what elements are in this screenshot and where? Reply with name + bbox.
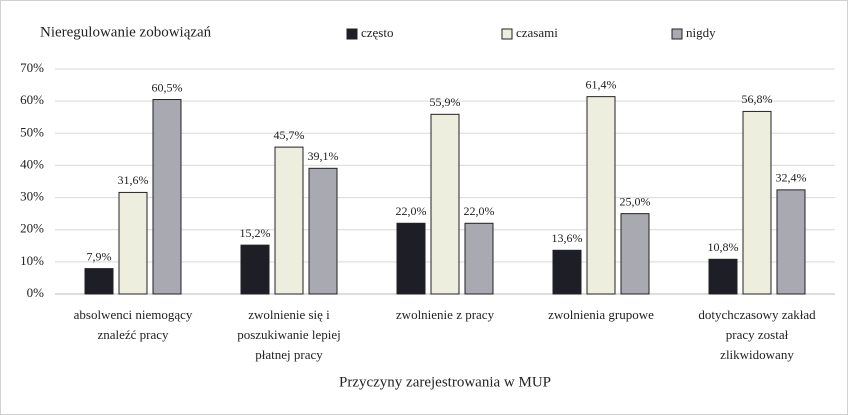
legend-label: często <box>361 25 393 40</box>
x-axis-title: Przyczyny zarejestrowania w MUP <box>339 374 551 390</box>
x-tick-label-line: dotychczasowy zakład <box>698 307 816 322</box>
x-tick-label-line: zwolnienia grupowe <box>548 307 654 322</box>
bar <box>396 222 426 295</box>
data-label: 22,0% <box>464 204 495 218</box>
x-tick-label-line: płatnej pracy <box>255 347 323 362</box>
bar <box>430 113 460 295</box>
bar <box>776 189 806 295</box>
data-label: 13,6% <box>552 231 583 245</box>
legend-label: czasami <box>516 25 558 40</box>
data-label: 45,7% <box>274 128 305 142</box>
data-label: 60,5% <box>152 80 183 94</box>
legend-label: nigdy <box>686 25 716 40</box>
x-tick-label: zwolnienie z pracy <box>396 307 495 322</box>
x-tick-label-line: zwolnienie z pracy <box>396 307 495 322</box>
y-tick-label: 20% <box>20 221 44 236</box>
data-label: 7,9% <box>87 249 112 263</box>
bar <box>742 110 772 295</box>
data-label: 22,0% <box>396 204 427 218</box>
x-tick-label: zwolnienie się i poszukiwanie lepiej płatn… <box>237 307 341 362</box>
chart-title: Nieregulowanie zobowiązań <box>40 24 212 40</box>
x-tick-label-line: zwolnienie się i <box>248 307 330 322</box>
x-tick-label: absolwenci niemogący znaleźć pracy <box>74 307 193 342</box>
x-tick-label-line: poszukiwanie lepiej <box>237 327 341 342</box>
y-tick-label: 70% <box>20 60 44 75</box>
y-tick-label: 10% <box>20 253 44 268</box>
bar <box>308 167 338 295</box>
bar <box>84 268 114 295</box>
y-tick-label: 50% <box>20 124 44 139</box>
bar <box>118 191 148 295</box>
bar <box>152 99 182 295</box>
bar <box>274 146 304 295</box>
legend-swatch <box>671 28 683 40</box>
bar <box>240 244 270 295</box>
x-tick-label-line: znaleźć pracy <box>97 327 169 342</box>
y-tick-label: 40% <box>20 156 44 171</box>
bar <box>586 96 616 295</box>
data-label: 10,8% <box>708 240 739 254</box>
bar <box>552 249 582 295</box>
data-label: 31,6% <box>118 173 149 187</box>
bar <box>464 222 494 295</box>
legend-swatch <box>346 28 358 40</box>
x-tick-label-line: pracy został <box>726 327 789 342</box>
data-label: 61,4% <box>586 77 617 91</box>
x-tick-label: dotychczasowy zakład pracy został zlikwido… <box>698 307 816 362</box>
data-label: 56,8% <box>742 92 773 106</box>
y-tick-label: 60% <box>20 92 44 107</box>
y-tick-label: 30% <box>20 189 44 204</box>
data-label: 25,0% <box>620 194 651 208</box>
data-label: 15,2% <box>240 226 271 240</box>
x-tick-label: zwolnienia grupowe <box>548 307 654 322</box>
data-label: 55,9% <box>430 95 461 109</box>
legend-swatch <box>501 28 513 40</box>
bar <box>708 258 738 295</box>
x-tick-label-line: zlikwidowany <box>720 347 794 362</box>
x-tick-label-line: absolwenci niemogący <box>74 307 193 322</box>
data-label: 39,1% <box>308 149 339 163</box>
data-label: 32,4% <box>776 171 807 185</box>
bar <box>620 213 650 295</box>
y-tick-label: 0% <box>27 285 45 300</box>
